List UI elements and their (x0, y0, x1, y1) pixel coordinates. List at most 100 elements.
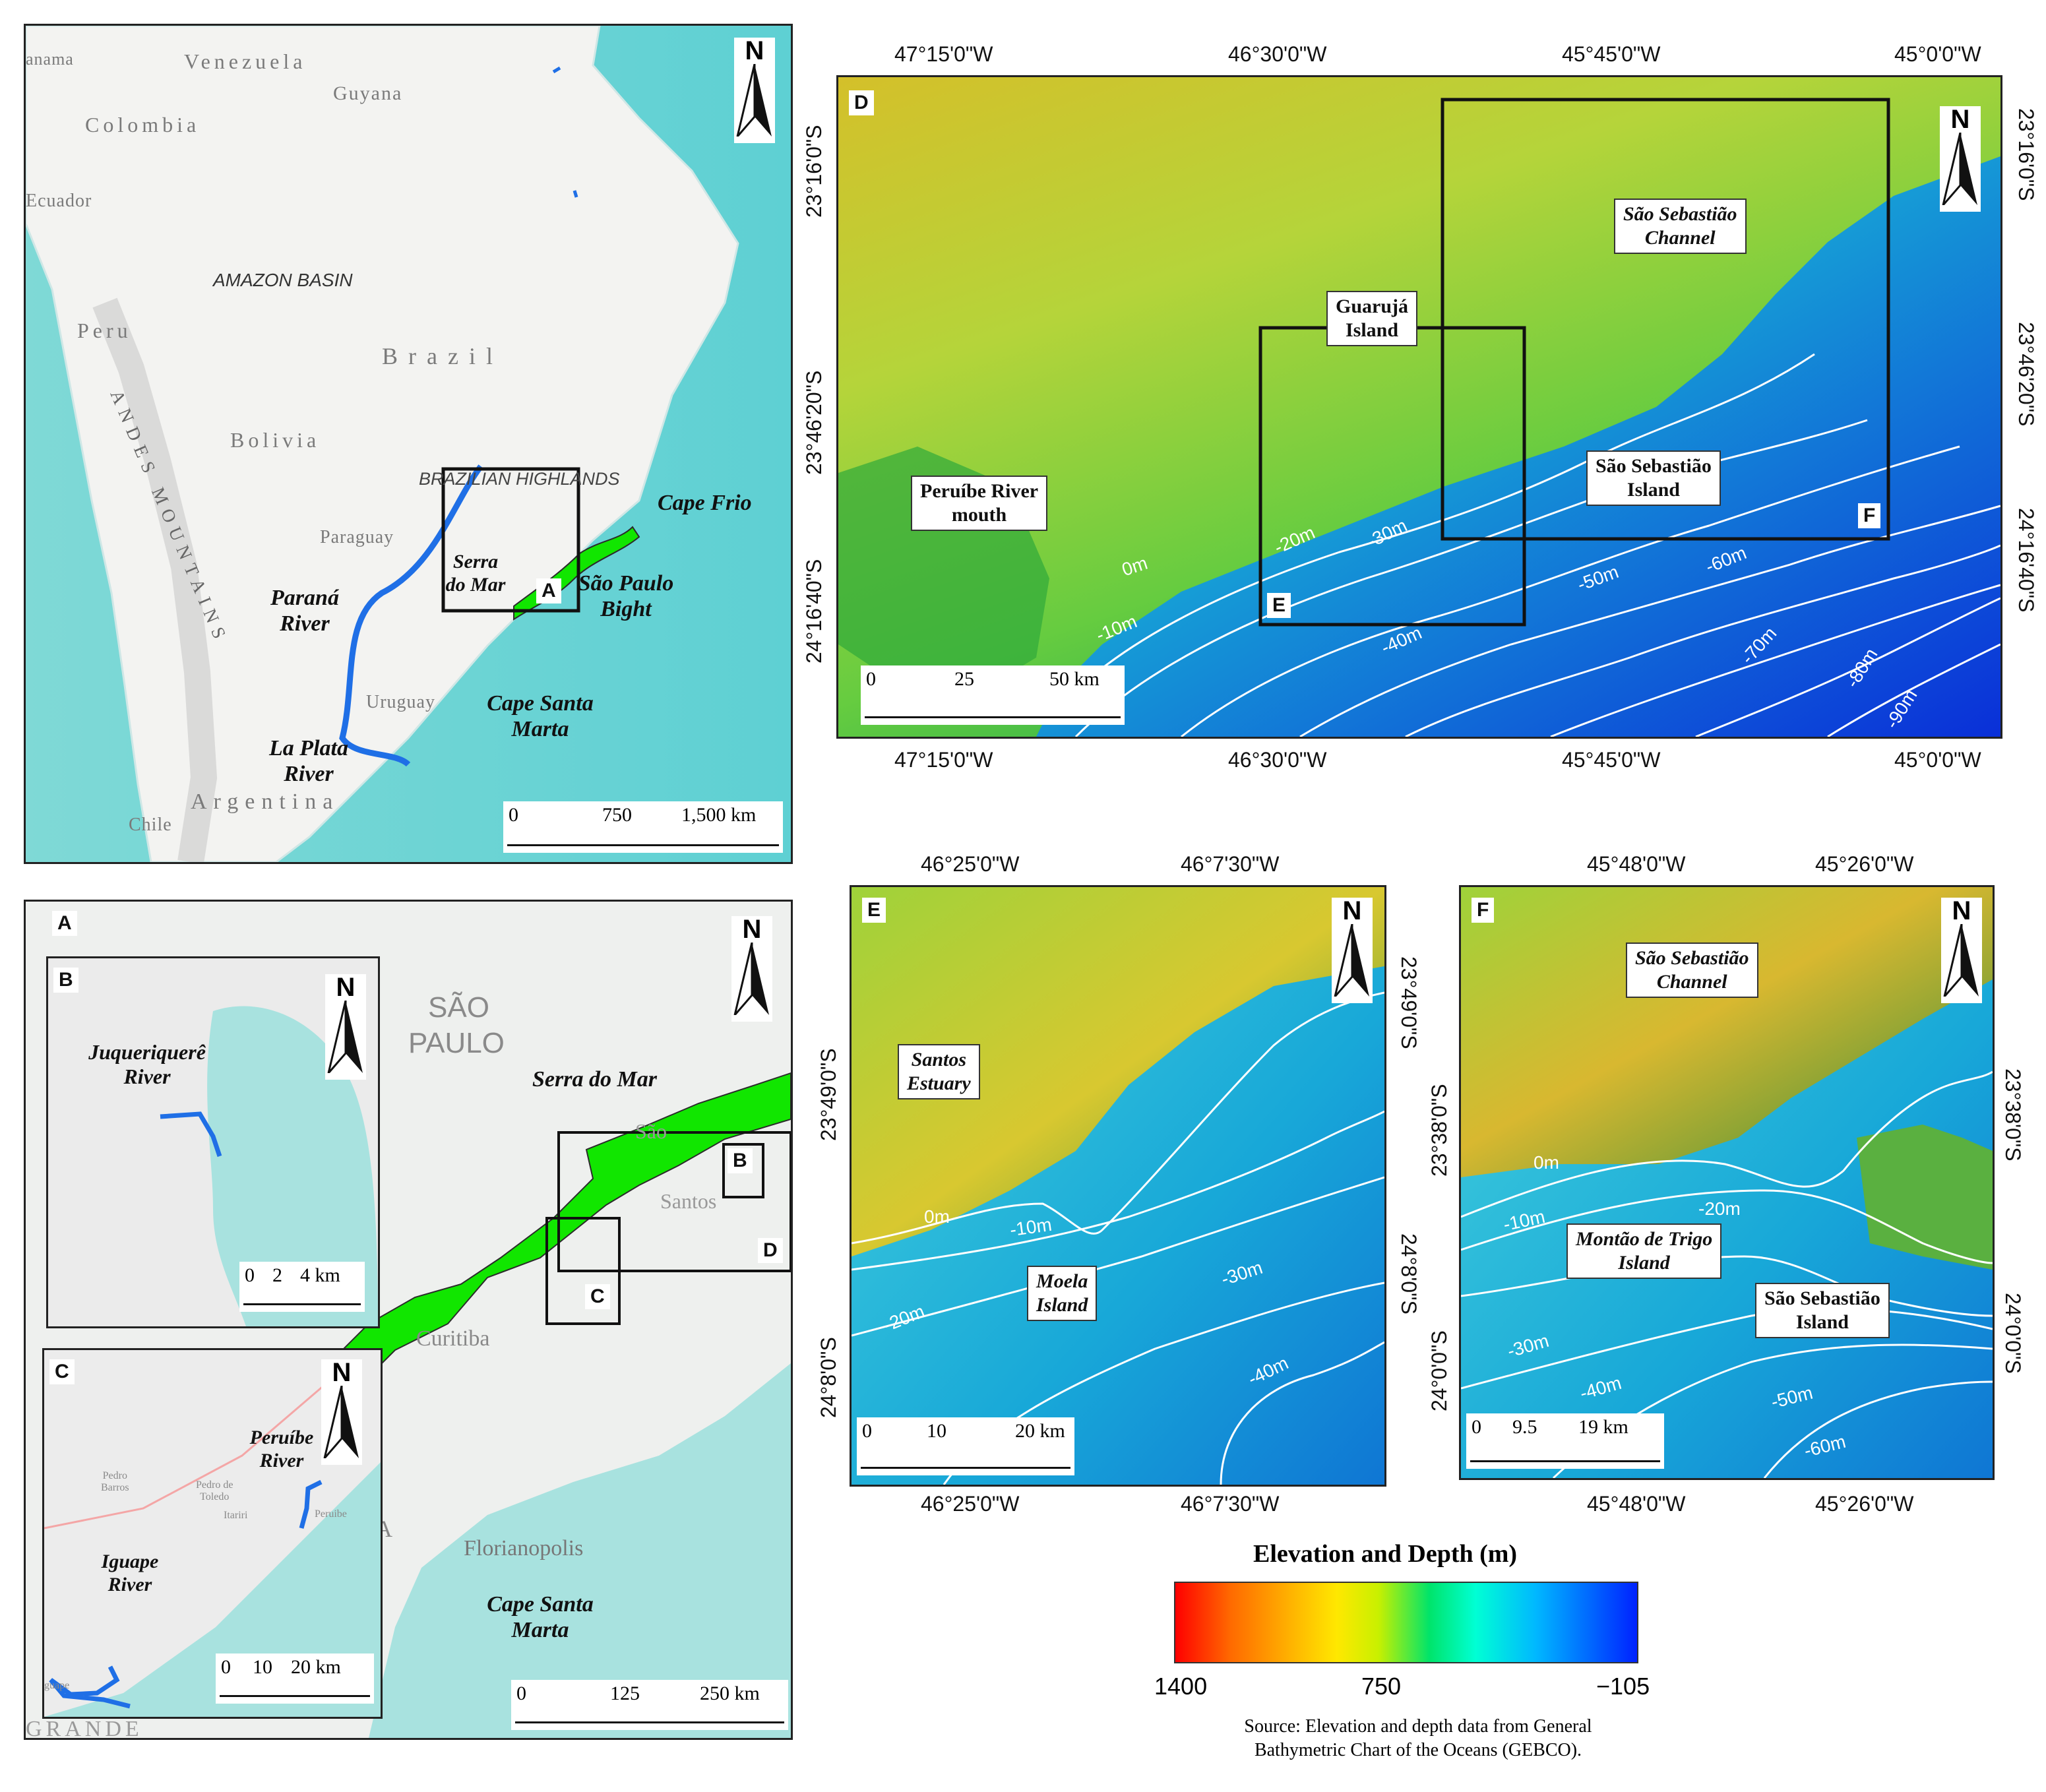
f-top-tick-2: 45°26'0"W (1815, 852, 1914, 876)
country-argentina: Argentina (191, 789, 340, 814)
callout-d-sao-sebastiao-island: São Sebastião Island (1586, 450, 1721, 506)
island-line-1: São Sebastião (1596, 455, 1712, 477)
north-label: N (745, 36, 764, 65)
panel-b-map: B Juqueriquerê River N 0 2 4 km (46, 956, 380, 1328)
scale-tick-1: 10 (927, 1420, 946, 1442)
contour-f-0m: 0m (1534, 1152, 1559, 1173)
e-left-tick-2: 24°8'0"S (817, 1337, 840, 1418)
d-right-tick-2: 23°46'20"S (2014, 322, 2038, 427)
label-panel-a-santos: Santos (660, 1189, 717, 1213)
pedro-toledo-1: Pedro de (196, 1479, 233, 1491)
d-bottom-tick-3: 45°45'0"W (1562, 748, 1661, 772)
panel-a-north-arrow: N (731, 916, 772, 1022)
label-juqueriquere-river: Juqueriquerê River (75, 1040, 220, 1089)
elevation-color-ramp (1174, 1582, 1638, 1663)
panel-a-box-d-label: D (758, 1238, 783, 1263)
country-chile: Chile (129, 815, 172, 835)
andes-relief (92, 297, 218, 862)
scale-tick-0: 0 (1472, 1416, 1481, 1438)
legend-tick-max: 1400 (1154, 1673, 1208, 1700)
guaruja-line-2: Island (1345, 319, 1399, 341)
panel-d-letter: D (849, 90, 874, 115)
island-line-2: Island (1627, 479, 1680, 501)
label-panel-a-cape-santa-marta: Cape Santa Marta (487, 1592, 594, 1643)
f-bottom-tick-1: 45°48'0"W (1587, 1492, 1686, 1516)
scale-tick-0: 0 (221, 1656, 231, 1678)
north-arrow-icon (323, 1385, 359, 1459)
santos-line-2: Estuary (907, 1072, 971, 1094)
panel-f-scale-bar: 0 9.5 19 km (1466, 1413, 1664, 1469)
label-la-plata-river: La Plata River (269, 736, 348, 787)
overview-study-box (441, 467, 580, 613)
d-right-tick-1: 23°16'0"S (2014, 108, 2038, 201)
e-top-tick-2: 46°7'30"W (1181, 852, 1280, 876)
north-label: N (1952, 896, 1971, 925)
country-paraguay: Paraguay (320, 527, 394, 547)
scale-tick-0: 0 (516, 1683, 526, 1704)
f-bottom-tick-2: 45°26'0"W (1815, 1492, 1914, 1516)
iguape-line-1: Iguape (101, 1551, 159, 1572)
panel-a-box-b-label: B (728, 1148, 753, 1173)
north-arrow-icon (327, 1000, 363, 1074)
country-venezuela: Venezuela (184, 49, 307, 73)
overview-map-graphic (26, 26, 791, 862)
north-label: N (332, 1358, 352, 1387)
iguape-line-2: River (108, 1573, 152, 1595)
label-peruibe-river: Peruíbe River (235, 1427, 328, 1472)
legend-tick-min: −105 (1596, 1673, 1650, 1700)
e-top-tick-1: 46°25'0"W (921, 852, 1020, 876)
f-left-tick-2: 24°0'0"S (1427, 1330, 1451, 1411)
north-arrow-icon (1942, 132, 1977, 206)
d-right-tick-3: 24°16'40"S (2014, 508, 2038, 613)
scale-tick-1: 25 (954, 668, 974, 690)
callout-f-sao-sebastiao-island: São Sebastião Island (1755, 1283, 1890, 1338)
d-top-tick-2: 46°30'0"W (1228, 42, 1327, 66)
peruibe-mouth-line-1: Peruíbe River (920, 480, 1039, 502)
panel-f-letter: F (1472, 898, 1495, 923)
d-bottom-tick-4: 45°0'0"W (1894, 748, 1981, 772)
e-right-tick-2: 24°8'0"S (1397, 1233, 1421, 1314)
channel-line-1: São Sebastião (1623, 203, 1737, 225)
panel-c-scale-bar: 0 10 20 km (216, 1653, 374, 1704)
scale-tick-2: 19 km (1578, 1416, 1628, 1438)
f-left-tick-1: 23°38'0"S (1427, 1084, 1451, 1177)
panel-d-map: D São Sebastião Channel Guarujá Island S… (836, 75, 2002, 739)
region-brazilian-highlands: BRAZILIAN HIGHLANDS (419, 469, 620, 489)
source-line-2: Bathymetric Chart of the Oceans (GEBCO). (1254, 1740, 1582, 1761)
callout-f-sao-sebastiao-channel: São Sebastião Channel (1626, 942, 1758, 998)
panel-d-box-f-label: F (1858, 503, 1881, 528)
overview-box-label-a: A (536, 578, 561, 603)
peruibe-line-1: Peruíbe (249, 1427, 314, 1448)
label-peruibe-town: Peruibe (315, 1508, 347, 1520)
overview-north-arrow: N (734, 38, 775, 143)
north-label: N (336, 973, 356, 1002)
iguape-river (49, 1665, 131, 1709)
f-right-tick-2: 24°0'0"S (2001, 1293, 2025, 1374)
pedro-toledo-2: Toledo (200, 1491, 230, 1502)
panel-e-scale-bar: 0 10 20 km (857, 1417, 1074, 1475)
label-itariri: Itariri (224, 1510, 248, 1521)
panel-d-scale-bar: 0 25 50 km (861, 665, 1125, 725)
label-curitiba: Curitiba (416, 1326, 490, 1351)
contour-f-20m: -20m (1698, 1198, 1741, 1219)
label-sao-paulo-state-1: SÃO (428, 991, 489, 1024)
callout-e-moela-island: Moela Island (1027, 1266, 1098, 1321)
scale-tick-0: 0 (866, 668, 876, 690)
label-panel-a-serra-do-mar: Serra do Mar (532, 1067, 657, 1092)
label-sao-paulo-state-2: PAULO (408, 1027, 505, 1059)
country-ecuador: Ecuador (26, 191, 92, 211)
panel-d-box-f (1441, 98, 1890, 541)
panel-c-letter: C (49, 1359, 75, 1384)
d-left-tick-3: 24°16'40"S (802, 559, 826, 664)
pedro-barros-2: Barros (101, 1482, 129, 1493)
d-bottom-tick-2: 46°30'0"W (1228, 748, 1327, 772)
panel-d-box-e-label: E (1267, 593, 1291, 618)
panel-b-map-graphic (160, 1006, 378, 1326)
parana-river (339, 464, 483, 767)
moela-line-1: Moela (1036, 1270, 1088, 1292)
panel-c-map: C Peruíbe River Iguape River Pedro Barro… (42, 1348, 383, 1719)
panel-e-land (852, 887, 1384, 1256)
country-guyana: Guyana (333, 82, 403, 104)
panel-a-scale-bar: 0 125 250 km (511, 1680, 788, 1730)
scale-tick-2: 4 km (300, 1264, 340, 1286)
